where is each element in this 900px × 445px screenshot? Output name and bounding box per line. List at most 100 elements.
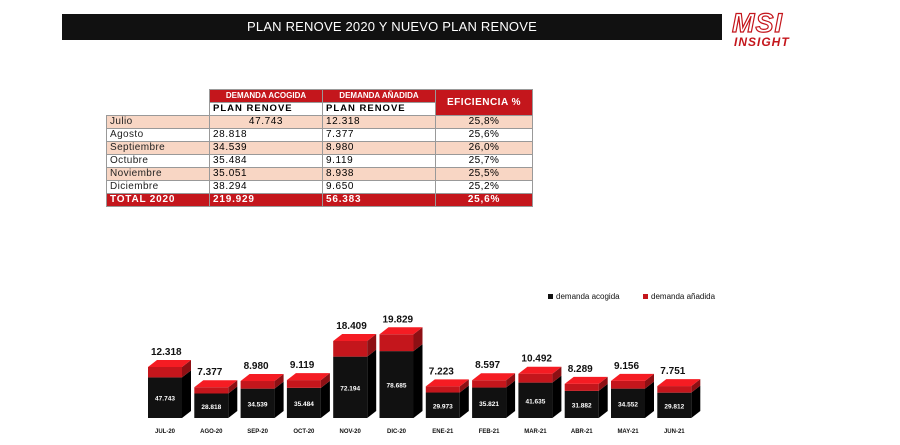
- bar-total-label: 7.223: [429, 366, 454, 377]
- logo-insight-text: INSIGHT: [734, 35, 790, 49]
- bar-inner-label: 47.743: [155, 396, 175, 403]
- legend-swatch-anadida: [643, 294, 648, 299]
- page-title: PLAN RENOVE 2020 Y NUEVO PLAN RENOVE: [62, 14, 722, 40]
- bar-inner-label: 41.635: [525, 398, 545, 405]
- row-eficiencia: 26,0%: [435, 141, 533, 155]
- row-acogida: 35.051: [209, 167, 323, 181]
- x-tick-label: FEB-21: [479, 429, 500, 435]
- bar-anadida-side: [645, 373, 654, 389]
- bar-inner-label: 34.539: [248, 401, 268, 408]
- bar-acogida-side: [598, 383, 608, 418]
- bar-anadida: [379, 334, 414, 352]
- bar-total-label: 9.119: [290, 360, 315, 371]
- row-month: Septiembre: [106, 141, 210, 155]
- table-row: Septiembre 34.539 8.980 26,0%: [106, 141, 533, 155]
- bar-acogida-side: [506, 380, 516, 418]
- bar-inner-label: 78.685: [387, 383, 407, 390]
- bar-anadida: [286, 380, 321, 388]
- bar-total-label: 7.377: [197, 367, 222, 378]
- legend-label-anadida: demanda añadida: [651, 292, 716, 301]
- bar-acogida-side: [228, 386, 238, 418]
- bar-anadida-side: [228, 380, 238, 394]
- bar-inner-label: 35.484: [294, 401, 314, 408]
- bar-anadida-top: [472, 373, 516, 381]
- bar-acogida-side: [274, 381, 284, 418]
- x-tick-label: MAR-21: [524, 429, 547, 435]
- total-label: TOTAL 2020: [106, 193, 210, 207]
- table-header-row-bottom: PLAN RENOVE PLAN RENOVE: [107, 102, 533, 116]
- msi-insight-logo: MSI INSIGHT: [730, 7, 822, 50]
- bar-anadida-top: [194, 380, 238, 388]
- bar-acogida-side: [645, 381, 654, 418]
- table-row: Diciembre 38.294 9.650 25,2%: [106, 180, 533, 194]
- x-tick-label: ABR-21: [571, 429, 593, 435]
- bar-acogida-side: [459, 385, 469, 418]
- total-eficiencia: 25,6%: [435, 193, 533, 207]
- row-anadida: 7.377: [322, 128, 436, 142]
- x-tick-label: SEP-20: [247, 429, 268, 435]
- bar-anadida-top: [286, 373, 330, 381]
- logo-msi-text: MSI: [731, 7, 784, 38]
- bar-anadida-side: [367, 333, 377, 357]
- table-header-row-top: DEMANDA ACOGIDA DEMANDA AÑADIDA EFICIENC…: [107, 89, 533, 116]
- bar-anadida-side: [552, 366, 562, 383]
- x-tick-label: JUN-21: [664, 429, 685, 435]
- bar-acogida-side: [691, 385, 701, 418]
- legend-swatch-acogida: [548, 294, 553, 299]
- bar-acogida: [564, 390, 599, 418]
- header-anadida-top: DEMANDA AÑADIDA: [322, 89, 436, 103]
- bar-anadida-top: [379, 327, 423, 335]
- bar-anadida: [564, 383, 599, 391]
- x-tick-label: DIC-20: [387, 429, 407, 435]
- x-tick-label: NOV-20: [340, 429, 362, 435]
- row-acogida: 47.743: [209, 115, 323, 129]
- bar-anadida-top: [240, 374, 284, 382]
- renove-table: DEMANDA ACOGIDA DEMANDA AÑADIDA EFICIENC…: [106, 89, 533, 207]
- bar-anadida: [148, 366, 182, 378]
- bar-acogida: [379, 351, 414, 418]
- bar-total-label: 8.597: [475, 360, 500, 371]
- bar-inner-label: 29.812: [664, 403, 684, 410]
- bar-total-label: 10.492: [521, 354, 552, 365]
- bar-acogida: [194, 393, 229, 418]
- row-month: Diciembre: [106, 180, 210, 194]
- bar-anadida-top: [657, 379, 701, 387]
- total-acogida: 219.929: [209, 193, 323, 207]
- bar-anadida: [611, 380, 645, 389]
- bar-total-label: 18.409: [336, 321, 367, 332]
- bar-anadida: [425, 386, 460, 393]
- bar-anadida-top: [148, 359, 191, 367]
- header-acogida-top: DEMANDA ACOGIDA: [209, 89, 323, 103]
- bar-anadida: [240, 381, 275, 389]
- bar-anadida-side: [320, 373, 330, 388]
- bar-acogida: [518, 382, 553, 418]
- bar-anadida: [333, 340, 368, 357]
- row-eficiencia: 25,7%: [435, 154, 533, 168]
- bar-total-label: 9.156: [614, 361, 639, 372]
- header-eficiencia: EFICIENCIA %: [435, 89, 533, 116]
- table-row: Octubre 35.484 9.119 25,7%: [106, 154, 533, 168]
- bar-acogida: [148, 377, 182, 418]
- bar-acogida: [472, 387, 507, 418]
- bar-anadida: [194, 387, 229, 394]
- bar-total-label: 19.829: [383, 314, 414, 325]
- bar-acogida-side: [320, 380, 330, 418]
- bar-total-label: 8.289: [568, 364, 593, 375]
- bar-anadida-side: [459, 379, 469, 393]
- bar-acogida: [286, 387, 321, 418]
- bar-acogida-side: [552, 375, 562, 418]
- row-acogida: 38.294: [209, 180, 323, 194]
- bar-anadida: [472, 380, 507, 388]
- bar-acogida: [240, 388, 275, 418]
- bar-anadida-top: [518, 366, 562, 374]
- bar-anadida-side: [506, 373, 516, 388]
- x-tick-label: JUL-20: [155, 429, 176, 435]
- bar-anadida-top: [611, 373, 654, 381]
- legend-label-acogida: demanda acogida: [556, 292, 620, 301]
- bar-inner-label: 31.882: [572, 402, 592, 409]
- bar-acogida: [333, 356, 368, 418]
- bar-anadida-top: [564, 376, 608, 384]
- bar-anadida-side: [274, 374, 284, 389]
- bar-acogida: [611, 388, 645, 418]
